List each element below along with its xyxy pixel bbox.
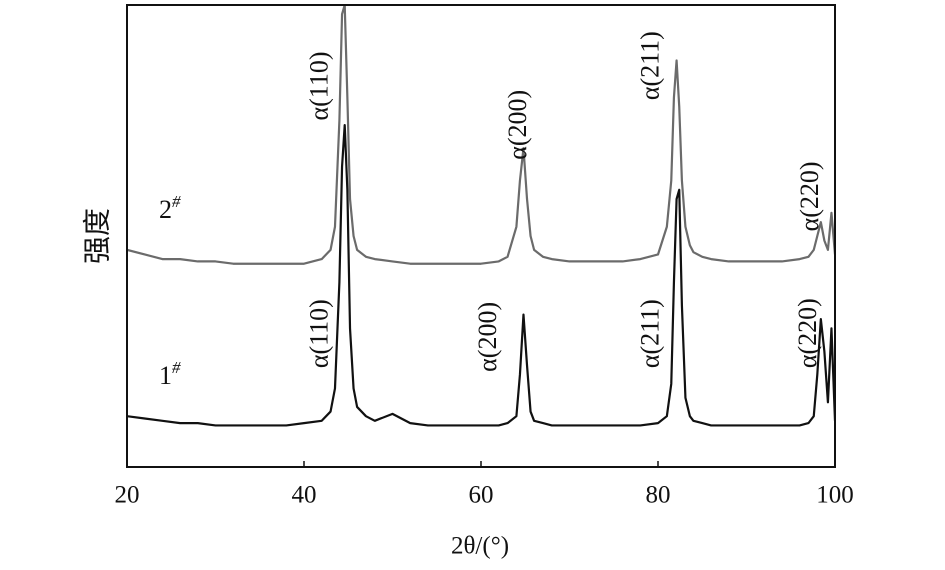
peak-label: α(211) [636,31,665,100]
x-tick-label: 60 [469,482,494,509]
peak-label: α(211) [636,299,665,368]
plot-frame [126,4,836,468]
x-tick-label: 100 [816,482,854,509]
peak-label: α(110) [305,52,334,121]
series-line [127,124,835,427]
x-axis-label: 2θ/(°) [451,533,509,560]
series-label: 1# [159,358,181,390]
peak-label: α(220) [793,298,822,368]
x-tick-label: 20 [115,482,140,509]
peak-label: α(220) [795,161,824,231]
x-tick-label: 80 [646,482,671,509]
peak-label: α(200) [473,302,502,372]
series-line [127,5,835,265]
plot-area [127,5,835,427]
peak-label: α(200) [503,90,532,160]
y-axis-label: 强度 [81,208,113,264]
peak-label: α(110) [305,299,334,368]
series-label: 2# [159,192,181,224]
x-tick-label: 40 [292,482,317,509]
